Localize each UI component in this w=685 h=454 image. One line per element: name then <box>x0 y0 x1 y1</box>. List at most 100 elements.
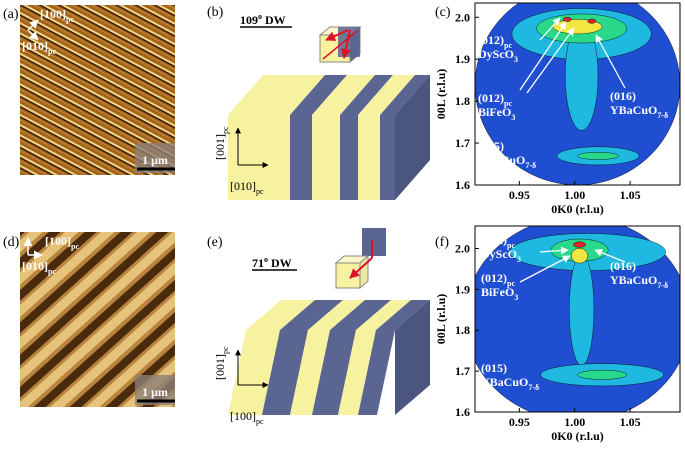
peak-annotation-part: 3 <box>517 255 521 264</box>
panel-title-part: o <box>264 255 268 264</box>
x-tick-label: 0.95 <box>509 415 530 429</box>
peak-annotation: (012)pc <box>481 271 515 288</box>
peak-annotation-part: YBaCuO <box>610 273 657 287</box>
domain-top <box>380 75 430 115</box>
direction-label-part: [010] <box>22 39 48 53</box>
intensity-contour <box>577 369 627 380</box>
domain-front <box>312 330 356 415</box>
domain-front <box>228 115 290 200</box>
intensity-contour <box>569 253 595 366</box>
block-axes <box>235 127 269 388</box>
peak-annotation-part: (012) <box>481 271 507 285</box>
peak-annotation-part: pc <box>504 41 512 50</box>
y-tick-label: 2.0 <box>455 10 470 24</box>
panel-label: (b) <box>207 5 224 20</box>
plot-frame <box>474 2 681 186</box>
domain-top <box>290 75 347 115</box>
axis-direction: [001]pc <box>213 346 230 380</box>
peak-annotation-part: 3 <box>514 55 518 64</box>
peak-annotation-part: (016) <box>610 89 636 103</box>
peak-annotation: (012)pc <box>478 33 512 50</box>
axis-direction: [001]pc <box>213 126 230 160</box>
domain-front <box>380 115 395 200</box>
panel-title-part: 71 <box>252 256 264 270</box>
peak-annotation-part: (012) <box>481 233 507 247</box>
peak-annotation: YBaCuO7-δ <box>478 153 536 170</box>
panel-label: (e) <box>207 235 223 250</box>
peak-annotation-part: pc <box>507 241 515 250</box>
domain-front <box>358 115 380 200</box>
domain-front <box>262 330 308 415</box>
direction-arrows <box>23 19 43 260</box>
axis-direction-part: pc <box>221 346 230 354</box>
axis-direction-part: [100] <box>230 409 256 423</box>
panel-title-part: 109 <box>240 13 258 27</box>
axis-direction: [010]pc <box>230 179 264 196</box>
axis-direction-part: [001] <box>213 134 227 160</box>
rsm-map <box>475 226 680 412</box>
peak-annotation-part: 7-δ <box>657 281 668 290</box>
peak-annotation: (016) <box>610 89 636 103</box>
y-axis-label: 00L (r.l.u) <box>434 69 448 120</box>
y-tick-label: 1.7 <box>455 364 470 378</box>
direction-label: [010]pc <box>22 259 56 276</box>
axis-direction-part: pc <box>221 126 230 134</box>
panel-label: (d) <box>3 235 20 250</box>
peak-annotation-part: 7-δ <box>657 111 668 120</box>
y-axis-label: 00L (r.l.u) <box>434 294 448 345</box>
peak-annotation: DyScO3 <box>478 47 518 64</box>
scale-bar-label: 1 μm <box>142 153 168 167</box>
peak-annotation-part: 7-δ <box>525 161 536 170</box>
panel-title-part: o <box>258 12 262 21</box>
unit-cell <box>334 228 386 290</box>
peak-annotation: (015) <box>481 361 507 375</box>
domain-top <box>340 75 393 115</box>
panel-title-part: DW <box>262 13 286 27</box>
intensity-contour <box>587 18 597 24</box>
peak-annotation-part: DyScO <box>478 47 514 61</box>
peak-annotation-part: (012) <box>478 33 504 47</box>
domain-front <box>290 115 312 200</box>
panel-label: (f) <box>435 235 449 250</box>
peak-annotation-part: YBaCuO <box>610 103 657 117</box>
peak-annotation-part: (012) <box>478 91 504 105</box>
peak-annotation-part: DyScO <box>481 247 517 261</box>
peak-annotation-part: (016) <box>610 259 636 273</box>
x-tick-label: 1.05 <box>620 415 641 429</box>
peak-annotation-part: (015) <box>481 361 507 375</box>
direction-label: [100]pc <box>45 234 79 251</box>
y-tick-label: 1.8 <box>455 94 470 108</box>
rsm-map <box>475 3 680 185</box>
domain-top <box>356 300 411 330</box>
peak-annotation: DyScO3 <box>481 247 521 264</box>
axis-direction-part: [010] <box>230 179 256 193</box>
axis-direction-part: [001] <box>213 354 227 380</box>
y-tick-label: 1.9 <box>455 282 470 296</box>
unit-cell <box>318 25 362 64</box>
axis-direction-part: pc <box>256 187 264 196</box>
direction-label: [010]pc <box>22 39 56 56</box>
domain-top <box>246 300 315 330</box>
peak-annotation: (016) <box>610 259 636 273</box>
peak-annotation-part: BiFeO <box>478 105 511 119</box>
y-tick-label: 1.6 <box>455 405 470 419</box>
annotation-arrow <box>519 255 571 283</box>
peak-annotation: BiFeO3 <box>481 285 518 302</box>
peak-annotation: YBaCuO7-δ <box>610 273 668 290</box>
direction-label-part: [100] <box>45 234 71 248</box>
domain-front <box>340 115 358 200</box>
domain-side <box>395 75 430 200</box>
domain-block <box>228 300 430 415</box>
domain-front <box>312 115 340 200</box>
direction-label-part: pc <box>48 267 56 276</box>
direction-label-part: pc <box>66 15 74 24</box>
annotation-arrow <box>595 34 626 89</box>
peak-annotation-part: YBaCuO <box>478 153 525 167</box>
peak-annotation-part: pc <box>504 99 512 108</box>
peak-annotation: YBaCuO7-δ <box>610 103 668 120</box>
panel-label: (a) <box>3 7 19 22</box>
domain-top <box>308 300 365 330</box>
x-tick-label: 0.95 <box>509 188 530 202</box>
axis-direction: [100]pc <box>230 409 264 426</box>
y-tick-label: 2.0 <box>455 241 470 255</box>
